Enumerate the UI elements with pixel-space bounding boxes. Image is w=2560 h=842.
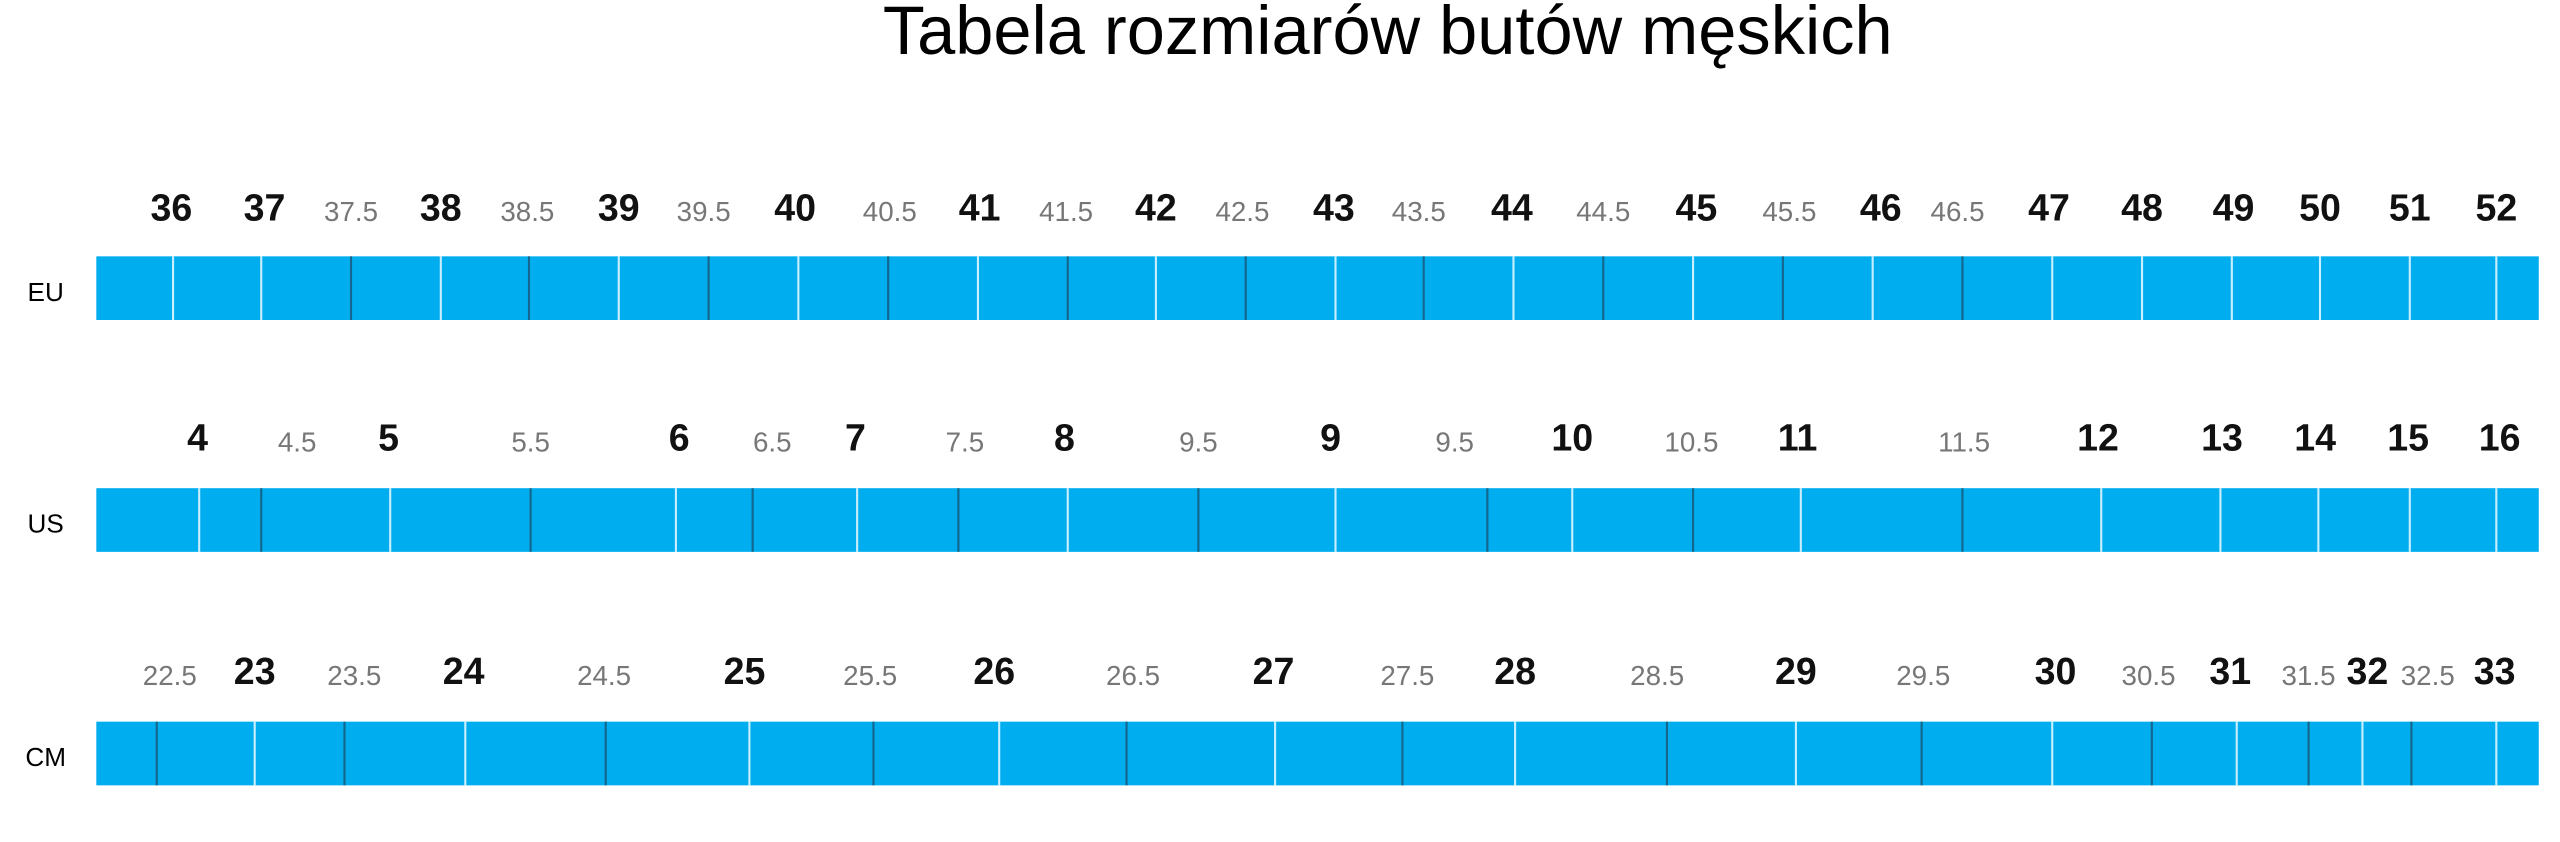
half-size-label: 38.5 (500, 196, 554, 227)
half-size-label: 9.5 (1435, 426, 1474, 457)
size-label: 38 (420, 187, 462, 229)
half-size-label: 42.5 (1215, 196, 1269, 227)
half-size-label: 10.5 (1664, 426, 1718, 457)
size-label: 16 (2479, 417, 2521, 459)
half-size-label: 31.5 (2282, 660, 2336, 691)
size-label: 26 (973, 650, 1015, 692)
size-label: 14 (2294, 417, 2336, 459)
size-label: 51 (2389, 187, 2431, 229)
size-label: 41 (959, 187, 1001, 229)
half-size-label: 45.5 (1762, 196, 1816, 227)
size-label: 48 (2121, 187, 2163, 229)
size-label: 25 (724, 650, 766, 692)
half-size-label: 23.5 (327, 660, 381, 691)
half-size-label: 29.5 (1896, 660, 1950, 691)
size-label: 11 (1778, 417, 1818, 459)
size-label: 6 (669, 417, 690, 459)
half-size-label: 22.5 (143, 660, 197, 691)
size-label: 28 (1494, 650, 1536, 692)
half-size-label: 4.5 (278, 426, 317, 457)
half-size-label: 24.5 (577, 660, 631, 691)
size-label: 50 (2299, 187, 2341, 229)
size-label: 44 (1491, 187, 1533, 229)
size-label: 15 (2387, 417, 2429, 459)
size-label: 31 (2209, 650, 2251, 692)
size-label: 30 (2035, 650, 2077, 692)
row-label: CM (25, 742, 66, 772)
size-label: 23 (234, 650, 276, 692)
size-label: 8 (1054, 417, 1075, 459)
size-label: 49 (2213, 187, 2255, 229)
half-size-label: 7.5 (946, 426, 985, 457)
half-size-label: 40.5 (863, 196, 917, 227)
size-label: 40 (774, 187, 816, 229)
half-size-label: 32.5 (2401, 660, 2455, 691)
size-bar (96, 256, 2539, 321)
size-label: 24 (443, 650, 485, 692)
half-size-label: 5.5 (511, 426, 550, 457)
page-title: Tabela rozmiarów butów męskich (883, 0, 1893, 69)
half-size-label: 43.5 (1392, 196, 1446, 227)
size-label: 43 (1313, 187, 1355, 229)
half-size-label: 25.5 (843, 660, 897, 691)
size-label: 10 (1551, 417, 1593, 459)
half-size-label: 6.5 (753, 426, 792, 457)
half-size-label: 37.5 (324, 196, 378, 227)
size-label: 52 (2475, 187, 2517, 229)
half-size-label: 44.5 (1576, 196, 1630, 227)
size-label: 29 (1775, 650, 1817, 692)
size-label: 12 (2077, 417, 2119, 459)
size-label: 32 (2346, 650, 2388, 692)
size-label: 27 (1253, 650, 1295, 692)
row-label: EU (28, 277, 64, 307)
size-label: 5 (378, 417, 399, 459)
size-label: 47 (2028, 187, 2070, 229)
half-size-label: 41.5 (1039, 196, 1093, 227)
half-size-label: 46.5 (1931, 196, 1985, 227)
half-size-label: 9.5 (1179, 426, 1218, 457)
size-label: 39 (598, 187, 640, 229)
half-size-label: 28.5 (1630, 660, 1684, 691)
half-size-label: 39.5 (677, 196, 731, 227)
size-label: 13 (2201, 417, 2243, 459)
size-label: 7 (845, 417, 866, 459)
half-size-label: 30.5 (2122, 660, 2176, 691)
size-label: 33 (2474, 650, 2516, 692)
size-label: 42 (1135, 187, 1177, 229)
size-label: 36 (151, 187, 193, 229)
row-label: US (28, 509, 64, 539)
half-size-label: 11.5 (1938, 426, 1990, 457)
size-label: 37 (244, 187, 286, 229)
size-label: 46 (1860, 187, 1902, 229)
size-label: 45 (1675, 187, 1717, 229)
size-label: 4 (187, 417, 208, 459)
size-bar (96, 721, 2539, 786)
half-size-label: 27.5 (1380, 660, 1434, 691)
size-bar (96, 488, 2539, 552)
size-label: 9 (1320, 417, 1341, 459)
half-size-label: 26.5 (1106, 660, 1160, 691)
